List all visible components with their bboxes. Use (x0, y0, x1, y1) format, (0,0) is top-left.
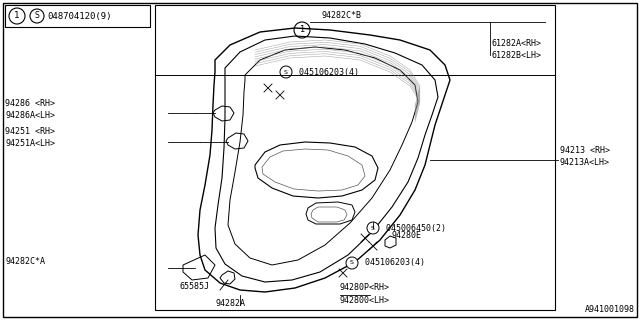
Text: 048704120(9): 048704120(9) (47, 12, 111, 20)
Text: 045106203(4): 045106203(4) (360, 259, 425, 268)
Text: 94251A<LH>: 94251A<LH> (5, 139, 55, 148)
Text: 1: 1 (300, 26, 305, 35)
Text: 94213 <RH>: 94213 <RH> (560, 146, 610, 155)
Text: 61282A<RH>: 61282A<RH> (492, 39, 542, 48)
Text: 045006450(2): 045006450(2) (381, 223, 446, 233)
Circle shape (280, 66, 292, 78)
Text: 045106203(4): 045106203(4) (294, 68, 359, 76)
Text: 94213A<LH>: 94213A<LH> (560, 158, 610, 167)
Circle shape (367, 222, 379, 234)
Text: A941001098: A941001098 (585, 305, 635, 314)
Text: 61282B<LH>: 61282B<LH> (492, 51, 542, 60)
Text: S: S (35, 12, 40, 20)
Text: 94282C*A: 94282C*A (5, 257, 45, 266)
Text: S: S (350, 260, 354, 266)
Text: 94280E: 94280E (392, 231, 422, 240)
Text: 65585J: 65585J (180, 282, 210, 291)
Text: S: S (371, 226, 375, 230)
Text: 942800<LH>: 942800<LH> (340, 296, 390, 305)
Circle shape (346, 257, 358, 269)
Text: 1: 1 (14, 12, 20, 20)
Text: S: S (284, 69, 288, 75)
Text: 94286 <RH>: 94286 <RH> (5, 99, 55, 108)
Text: 94251 <RH>: 94251 <RH> (5, 127, 55, 136)
Text: 94280P<RH>: 94280P<RH> (340, 283, 390, 292)
Text: 94282A: 94282A (215, 299, 245, 308)
Text: 94286A<LH>: 94286A<LH> (5, 111, 55, 120)
Text: 94282C*B: 94282C*B (322, 11, 362, 20)
